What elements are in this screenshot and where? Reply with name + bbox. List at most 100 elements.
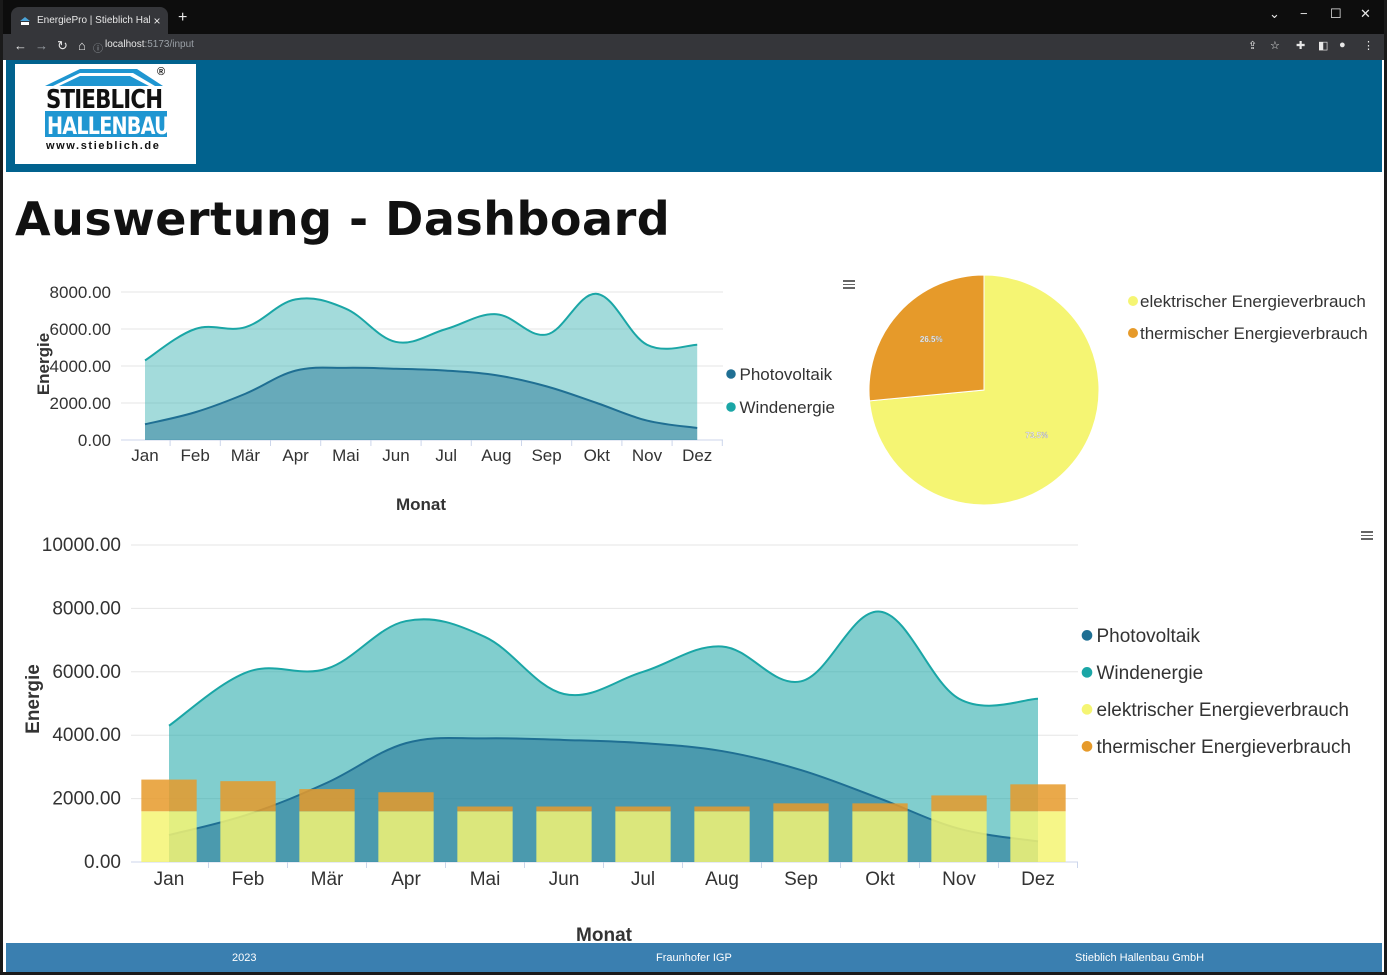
bar-thermisch bbox=[457, 806, 513, 812]
y-tick-label: 8000.00 bbox=[52, 598, 121, 619]
y-tick-label: 4000.00 bbox=[50, 357, 111, 376]
home-icon[interactable]: ⌂ bbox=[78, 38, 86, 53]
bookmark-star-icon[interactable]: ☆ bbox=[1270, 40, 1280, 52]
pie-data-label: 26.5% bbox=[920, 335, 943, 344]
logo-line2: HALLENBAU bbox=[47, 112, 170, 140]
x-tick-label: Feb bbox=[232, 869, 265, 890]
legend-item: Photovoltaik bbox=[1097, 626, 1201, 647]
share-icon[interactable]: ⇪ bbox=[1248, 40, 1258, 52]
y-tick-label: 10000.00 bbox=[42, 535, 121, 556]
legend-item: thermischer Energieverbrauch bbox=[1140, 324, 1368, 343]
side-panel-icon[interactable]: ◧ bbox=[1318, 40, 1329, 52]
footer-organization: Fraunhofer IGP bbox=[656, 952, 732, 964]
legend-marker bbox=[1081, 630, 1093, 641]
energy-area-chart: 0.00 2000.00 4000.00 6000.00 8000.00 Jan Feb Mä… bbox=[34, 283, 835, 514]
profile-avatar-icon[interactable]: ● bbox=[1339, 39, 1346, 51]
combined-chart-menu-icon[interactable] bbox=[1361, 531, 1373, 540]
logo-line1: STIEBLICH bbox=[46, 85, 163, 115]
x-tick-label: Jul bbox=[631, 869, 655, 890]
site-info-icon[interactable]: ⓘ bbox=[93, 44, 103, 55]
url-field[interactable]: localhost:5173/input bbox=[105, 39, 194, 50]
reload-icon[interactable]: ↻ bbox=[57, 38, 68, 53]
extensions-icon[interactable]: ✚ bbox=[1296, 40, 1306, 52]
pie-chart-menu-icon[interactable] bbox=[843, 280, 855, 289]
x-tick-label: Okt bbox=[865, 869, 895, 890]
area-windenergie bbox=[145, 293, 698, 440]
line-windenergie bbox=[168, 610, 1039, 727]
bar-thermisch bbox=[852, 803, 908, 812]
x-tick-label: Mai bbox=[332, 446, 359, 465]
browser-tab[interactable]: EnergiePro | Stieblich Hallenbau × bbox=[11, 7, 168, 34]
x-tick-label: Nov bbox=[632, 446, 663, 465]
legend-item: Windenergie bbox=[1097, 663, 1204, 684]
pie-slice bbox=[868, 274, 985, 402]
browser-menu-icon[interactable]: ⋮ bbox=[1363, 40, 1374, 52]
bar-thermisch bbox=[378, 792, 434, 812]
page-title: Auswertung - Dashboard bbox=[15, 192, 671, 246]
y-tick-label: 6000.00 bbox=[50, 320, 111, 339]
x-tick-label: Aug bbox=[481, 446, 511, 465]
y-tick-label: 4000.00 bbox=[52, 725, 121, 746]
x-tick-label: Apr bbox=[282, 446, 309, 465]
url-path: :5173/input bbox=[144, 39, 194, 50]
x-tick-label: Mai bbox=[470, 869, 501, 890]
x-tick-label: Aug bbox=[705, 869, 739, 890]
y-tick-label: 0.00 bbox=[78, 431, 111, 450]
legend-marker bbox=[1128, 296, 1138, 306]
x-tick-label: Feb bbox=[181, 446, 210, 465]
tab-search-chevron-icon[interactable]: ⌄ bbox=[1269, 6, 1280, 21]
x-tick-label: Jul bbox=[435, 446, 457, 465]
tab-close-icon[interactable]: × bbox=[153, 13, 161, 28]
bar-thermisch bbox=[141, 779, 197, 812]
bar-thermisch bbox=[220, 781, 276, 812]
logo-registered-mark: ® bbox=[157, 66, 166, 78]
y-tick-label: 0.00 bbox=[84, 852, 121, 873]
y-tick-label: 2000.00 bbox=[52, 789, 121, 810]
y-tick-label: 8000.00 bbox=[50, 283, 111, 302]
y-tick-label: 2000.00 bbox=[50, 394, 111, 413]
legend-item: elektrischer Energieverbrauch bbox=[1097, 700, 1349, 721]
line-photovoltaik bbox=[144, 366, 698, 429]
legend-marker bbox=[1081, 704, 1093, 715]
legend-item: elektrischer Energieverbrauch bbox=[1140, 292, 1366, 311]
legend-marker bbox=[1128, 328, 1138, 338]
legend-marker bbox=[726, 369, 736, 379]
y-tick-label: 6000.00 bbox=[52, 662, 121, 683]
combined-energy-chart: 0.00 2000.00 4000.00 6000.00 8000.00 10000.00… bbox=[23, 535, 1351, 943]
site-header: STIEBLICH HALLENBAU www.stieblich.de ® bbox=[6, 60, 1382, 172]
bar-elektrisch bbox=[457, 811, 513, 862]
x-tick-label: Dez bbox=[1021, 869, 1055, 890]
logo-website: www.stieblich.de bbox=[46, 140, 161, 152]
y-axis-title: Energie bbox=[23, 664, 44, 734]
x-tick-label: Apr bbox=[391, 869, 421, 890]
x-tick-label: Jan bbox=[154, 869, 185, 890]
back-arrow-icon[interactable]: ← bbox=[14, 38, 27, 53]
x-tick-label: Dez bbox=[682, 446, 712, 465]
legend-item: Photovoltaik bbox=[740, 365, 833, 384]
legend-marker bbox=[726, 402, 736, 412]
forward-arrow-icon[interactable]: → bbox=[35, 38, 48, 53]
legend-item: Windenergie bbox=[740, 398, 835, 417]
new-tab-button[interactable]: + bbox=[178, 9, 188, 26]
maximize-icon[interactable]: ☐ bbox=[1330, 6, 1342, 21]
bar-elektrisch bbox=[220, 811, 276, 862]
minimize-icon[interactable]: − bbox=[1300, 6, 1308, 21]
bar-thermisch bbox=[694, 806, 750, 812]
x-tick-label: Mär bbox=[311, 869, 344, 890]
site-footer: 2023 Fraunhofer IGP Stieblich Hallenbau … bbox=[6, 943, 1382, 972]
window-close-icon[interactable]: ✕ bbox=[1360, 6, 1371, 21]
tab-title: EnergiePro | Stieblich Hallenbau bbox=[37, 15, 150, 26]
consumption-pie-chart: 73.5% 26.5% elektrischer Energieverbrauch t… bbox=[868, 274, 1368, 506]
footer-year: 2023 bbox=[232, 952, 257, 964]
bar-elektrisch bbox=[931, 811, 987, 862]
x-tick-label: Sep bbox=[784, 869, 818, 890]
bar-elektrisch bbox=[615, 811, 671, 862]
bar-thermisch bbox=[615, 806, 671, 812]
area-photovoltaik bbox=[145, 367, 698, 440]
bar-elektrisch bbox=[1010, 811, 1066, 862]
legend-marker bbox=[1081, 741, 1093, 752]
company-logo[interactable]: STIEBLICH HALLENBAU www.stieblich.de ® bbox=[15, 64, 196, 164]
bar-thermisch bbox=[536, 806, 592, 812]
bar-thermisch bbox=[773, 803, 829, 812]
